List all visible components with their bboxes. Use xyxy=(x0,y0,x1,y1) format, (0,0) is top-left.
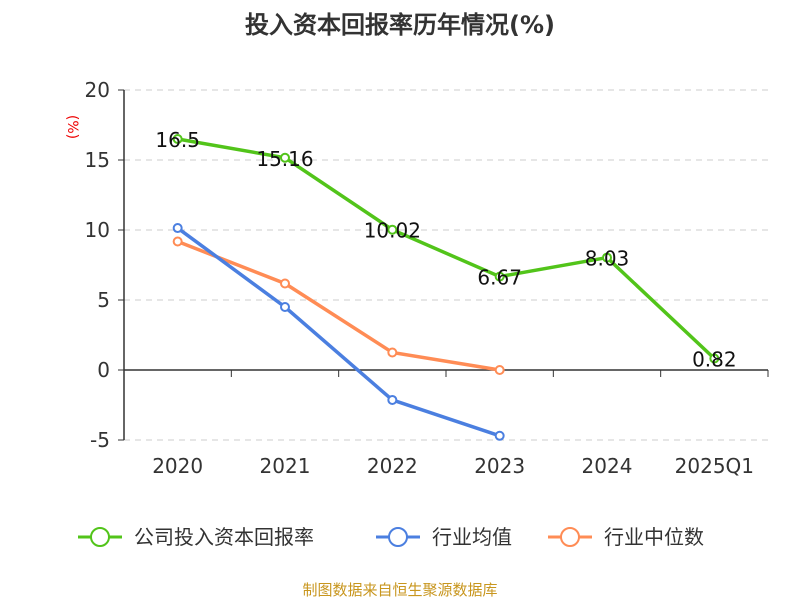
data-point xyxy=(280,302,290,312)
data-point xyxy=(709,353,720,364)
x-tick-label: 2021 xyxy=(260,454,311,478)
data-point xyxy=(602,252,612,263)
data-label: 6.67 xyxy=(477,266,522,290)
series-line xyxy=(177,239,500,372)
x-tick-label: 2020 xyxy=(152,454,203,478)
data-label: 15.16 xyxy=(256,147,313,171)
series-line xyxy=(177,137,716,360)
data-point xyxy=(387,347,398,358)
data-point xyxy=(494,430,505,441)
data-point xyxy=(172,236,183,247)
x-tick-label: 2022 xyxy=(367,454,418,478)
data-point xyxy=(494,271,505,282)
x-tick-label: 2024 xyxy=(582,454,633,478)
data-label: 16.5 xyxy=(155,128,200,152)
y-tick-label: 10 xyxy=(85,218,110,242)
legend-label: 行业均值 xyxy=(432,525,512,549)
data-point xyxy=(494,365,505,375)
data-label: 0.82 xyxy=(692,348,737,372)
data-label: 8.03 xyxy=(585,247,630,271)
data-label: 10.02 xyxy=(364,219,421,243)
y-tick-label: 0 xyxy=(97,358,110,382)
source-note: 制图数据来自恒生聚源数据库 xyxy=(302,581,497,599)
y-tick-label: 5 xyxy=(97,288,110,312)
legend-marker xyxy=(560,527,580,547)
data-point xyxy=(387,394,398,405)
y-tick-label: 20 xyxy=(85,78,110,102)
y-axis-label: (%) xyxy=(64,115,80,139)
legend-label: 行业中位数 xyxy=(604,525,704,549)
data-point xyxy=(172,223,183,234)
y-tick-label: -5 xyxy=(90,428,110,452)
data-point xyxy=(172,134,183,144)
data-point xyxy=(280,152,290,163)
y-tick-label: 15 xyxy=(85,148,110,172)
data-point xyxy=(387,224,398,235)
legend-marker xyxy=(90,527,110,547)
x-tick-label: 2025Q1 xyxy=(675,454,754,478)
legend-marker xyxy=(388,527,408,547)
data-point xyxy=(280,278,290,289)
x-tick-label: 2023 xyxy=(474,454,525,478)
legend-label: 公司投入资本回报率 xyxy=(134,525,314,549)
series-line xyxy=(176,226,501,438)
chart-title: 投入资本回报率历年情况(%) xyxy=(245,11,555,39)
